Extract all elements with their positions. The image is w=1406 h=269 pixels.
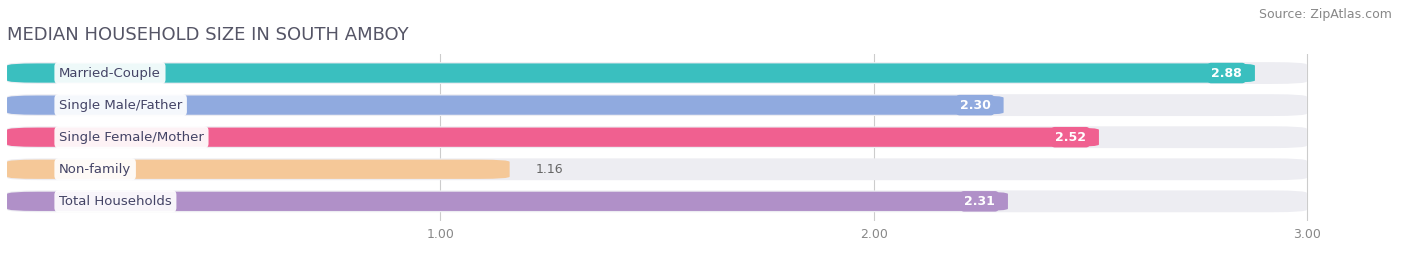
- Text: Source: ZipAtlas.com: Source: ZipAtlas.com: [1258, 8, 1392, 21]
- Text: 2.30: 2.30: [960, 99, 991, 112]
- FancyBboxPatch shape: [7, 95, 1004, 115]
- FancyBboxPatch shape: [7, 94, 1308, 116]
- FancyBboxPatch shape: [7, 190, 1308, 212]
- FancyBboxPatch shape: [7, 160, 509, 179]
- Text: Total Households: Total Households: [59, 195, 172, 208]
- FancyBboxPatch shape: [7, 63, 1256, 83]
- Text: 1.16: 1.16: [536, 163, 564, 176]
- Text: Non-family: Non-family: [59, 163, 131, 176]
- Text: 2.52: 2.52: [1054, 131, 1085, 144]
- FancyBboxPatch shape: [7, 62, 1308, 84]
- Text: 2.88: 2.88: [1211, 66, 1241, 80]
- Text: Married-Couple: Married-Couple: [59, 66, 160, 80]
- FancyBboxPatch shape: [7, 126, 1308, 148]
- Text: Single Male/Father: Single Male/Father: [59, 99, 183, 112]
- Text: 2.31: 2.31: [965, 195, 995, 208]
- FancyBboxPatch shape: [7, 158, 1308, 180]
- FancyBboxPatch shape: [7, 128, 1099, 147]
- Text: Single Female/Mother: Single Female/Mother: [59, 131, 204, 144]
- FancyBboxPatch shape: [7, 192, 1008, 211]
- Text: MEDIAN HOUSEHOLD SIZE IN SOUTH AMBOY: MEDIAN HOUSEHOLD SIZE IN SOUTH AMBOY: [7, 26, 409, 44]
